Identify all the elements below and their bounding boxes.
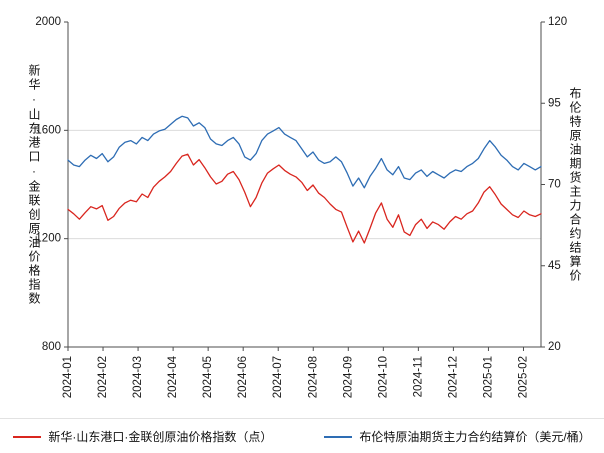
svg-text:2024-05: 2024-05 xyxy=(202,356,214,398)
svg-text:2024-09: 2024-09 xyxy=(342,356,354,398)
svg-text:2024-01: 2024-01 xyxy=(62,356,74,398)
red-line-swatch xyxy=(13,435,42,438)
svg-text:2024-04: 2024-04 xyxy=(167,355,179,398)
svg-text:2024-10: 2024-10 xyxy=(377,356,389,398)
svg-text:2024-03: 2024-03 xyxy=(132,356,144,398)
legend-label-red-series: 新华·山东港口·金联创原油价格指数（点） xyxy=(48,430,273,444)
svg-text:120: 120 xyxy=(548,16,567,28)
blue-line-swatch xyxy=(324,435,353,438)
svg-text:95: 95 xyxy=(548,97,561,109)
svg-text:2025-01: 2025-01 xyxy=(482,356,494,398)
line-chart-plot-area: 800 1200 1600 2000 20 45 70 95 120 2024-01 2024-02… xyxy=(35,16,567,398)
svg-text:2000: 2000 xyxy=(35,16,61,28)
svg-text:2024-06: 2024-06 xyxy=(237,356,249,398)
legend-item-red-series: 新华·山东港口·金联创原油价格指数（点） xyxy=(13,428,272,445)
svg-text:2024-12: 2024-12 xyxy=(447,356,459,398)
svg-text:70: 70 xyxy=(548,179,561,191)
svg-text:800: 800 xyxy=(42,341,61,353)
svg-text:2025-02: 2025-02 xyxy=(517,356,529,398)
svg-text:2024-07: 2024-07 xyxy=(272,356,284,398)
chart-legend: 新华·山东港口·金联创原油价格指数（点） 布伦特原油期货主力合约结算价（美元/桶… xyxy=(0,418,604,445)
legend-item-blue-series: 布伦特原油期货主力合约结算价（美元/桶） xyxy=(324,428,591,445)
svg-text:2024-11: 2024-11 xyxy=(412,356,424,397)
left-axis-title: 新华·山东港口·金联创原油价格指数 xyxy=(27,64,41,306)
svg-text:45: 45 xyxy=(548,260,561,272)
legend-label-blue-series: 布伦特原油期货主力合约结算价（美元/桶） xyxy=(359,430,591,444)
svg-text:1200: 1200 xyxy=(35,233,61,245)
right-axis-title: 布伦特原油期货主力合约结算价 xyxy=(568,87,582,283)
svg-text:2024-02: 2024-02 xyxy=(97,356,109,398)
svg-text:20: 20 xyxy=(548,341,561,353)
svg-text:2024-08: 2024-08 xyxy=(307,356,319,398)
svg-text:1600: 1600 xyxy=(35,124,61,136)
